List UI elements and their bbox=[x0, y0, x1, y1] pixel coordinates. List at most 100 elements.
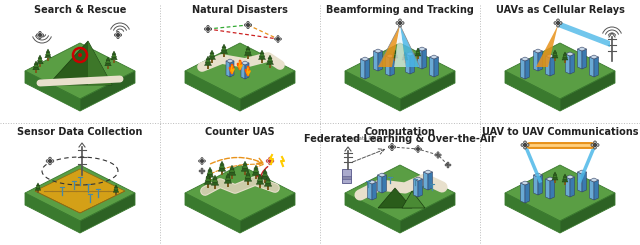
Circle shape bbox=[449, 164, 451, 166]
Polygon shape bbox=[378, 173, 387, 177]
Bar bbox=[244, 171, 246, 175]
Polygon shape bbox=[403, 53, 408, 58]
Circle shape bbox=[391, 146, 393, 148]
Polygon shape bbox=[429, 57, 434, 77]
Polygon shape bbox=[245, 48, 251, 53]
Polygon shape bbox=[35, 169, 125, 213]
Circle shape bbox=[391, 148, 393, 151]
Polygon shape bbox=[525, 59, 529, 79]
Polygon shape bbox=[45, 50, 51, 55]
Polygon shape bbox=[45, 52, 51, 58]
Bar bbox=[436, 155, 440, 156]
Circle shape bbox=[271, 160, 274, 162]
Circle shape bbox=[554, 22, 557, 24]
Polygon shape bbox=[505, 193, 560, 233]
Circle shape bbox=[202, 170, 203, 172]
Text: Counter UAS: Counter UAS bbox=[205, 127, 275, 137]
Bar bbox=[200, 160, 204, 161]
Polygon shape bbox=[245, 173, 251, 178]
Polygon shape bbox=[577, 170, 586, 174]
Polygon shape bbox=[265, 178, 271, 183]
Bar bbox=[394, 58, 396, 61]
Polygon shape bbox=[36, 183, 40, 186]
Text: UAV to UAV Communications: UAV to UAV Communications bbox=[482, 127, 638, 137]
Polygon shape bbox=[35, 191, 80, 213]
Text: Computation: Computation bbox=[365, 127, 435, 137]
Polygon shape bbox=[367, 180, 376, 184]
Polygon shape bbox=[205, 58, 211, 63]
Polygon shape bbox=[25, 165, 135, 221]
Polygon shape bbox=[393, 50, 397, 53]
Polygon shape bbox=[372, 182, 376, 200]
Polygon shape bbox=[424, 172, 428, 190]
Circle shape bbox=[277, 36, 279, 38]
Circle shape bbox=[115, 34, 116, 36]
Polygon shape bbox=[416, 48, 420, 51]
Circle shape bbox=[39, 36, 41, 39]
Circle shape bbox=[247, 26, 249, 29]
Polygon shape bbox=[520, 181, 529, 185]
Polygon shape bbox=[242, 163, 248, 168]
Polygon shape bbox=[566, 175, 575, 179]
Polygon shape bbox=[385, 56, 390, 76]
Circle shape bbox=[36, 34, 39, 36]
Polygon shape bbox=[208, 167, 212, 171]
Polygon shape bbox=[212, 175, 217, 179]
Polygon shape bbox=[560, 71, 615, 111]
Polygon shape bbox=[410, 54, 415, 74]
Polygon shape bbox=[241, 61, 249, 65]
Polygon shape bbox=[566, 52, 575, 56]
Polygon shape bbox=[402, 55, 408, 60]
Circle shape bbox=[49, 162, 51, 165]
Polygon shape bbox=[558, 21, 610, 47]
Circle shape bbox=[207, 30, 209, 33]
Circle shape bbox=[435, 154, 437, 156]
Polygon shape bbox=[594, 180, 598, 200]
Polygon shape bbox=[241, 164, 249, 171]
Polygon shape bbox=[38, 55, 42, 59]
Polygon shape bbox=[241, 63, 245, 79]
Circle shape bbox=[415, 148, 417, 150]
Circle shape bbox=[247, 21, 249, 24]
Polygon shape bbox=[243, 161, 247, 165]
Bar bbox=[276, 38, 280, 39]
Circle shape bbox=[594, 141, 596, 144]
Polygon shape bbox=[582, 49, 586, 69]
Polygon shape bbox=[505, 43, 615, 99]
Bar bbox=[211, 60, 212, 63]
Circle shape bbox=[591, 144, 594, 146]
Polygon shape bbox=[385, 54, 394, 58]
Circle shape bbox=[417, 146, 419, 148]
Circle shape bbox=[269, 162, 271, 165]
Polygon shape bbox=[263, 169, 268, 173]
Polygon shape bbox=[378, 51, 383, 71]
Circle shape bbox=[116, 31, 119, 34]
Polygon shape bbox=[428, 172, 433, 190]
Polygon shape bbox=[545, 177, 554, 181]
Polygon shape bbox=[562, 177, 568, 182]
Bar bbox=[595, 142, 596, 148]
Circle shape bbox=[396, 22, 399, 24]
Circle shape bbox=[199, 170, 201, 172]
Circle shape bbox=[275, 38, 277, 40]
Circle shape bbox=[524, 144, 526, 146]
Polygon shape bbox=[406, 52, 415, 56]
Polygon shape bbox=[80, 193, 135, 233]
Bar bbox=[207, 184, 209, 188]
Circle shape bbox=[201, 160, 203, 162]
Circle shape bbox=[594, 146, 596, 149]
Polygon shape bbox=[222, 44, 226, 48]
Polygon shape bbox=[106, 57, 110, 61]
Circle shape bbox=[447, 164, 449, 166]
Polygon shape bbox=[563, 174, 567, 177]
Bar bbox=[269, 159, 271, 164]
Polygon shape bbox=[33, 62, 38, 67]
Polygon shape bbox=[589, 57, 594, 77]
Bar bbox=[38, 35, 42, 36]
Polygon shape bbox=[211, 179, 219, 185]
Bar bbox=[417, 56, 419, 59]
Circle shape bbox=[393, 146, 396, 148]
Text: Low Data Rate: Low Data Rate bbox=[344, 136, 380, 141]
Circle shape bbox=[399, 24, 401, 27]
Polygon shape bbox=[589, 55, 598, 59]
